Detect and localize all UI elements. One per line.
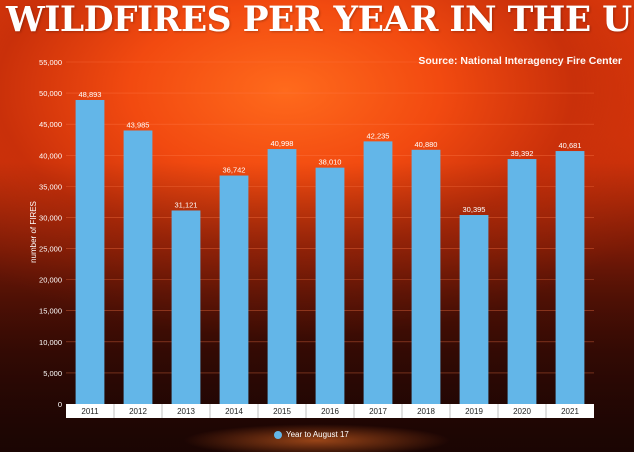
y-tick-label: 35,000 xyxy=(39,182,62,191)
x-tick-label-2019: 2019 xyxy=(465,407,483,416)
legend: Year to August 17 xyxy=(274,430,349,439)
value-label-2019: 30,395 xyxy=(463,205,486,214)
bar-2012 xyxy=(123,130,153,404)
bar-2014 xyxy=(219,175,249,404)
y-tick-label: 5,000 xyxy=(43,369,62,378)
y-tick-label: 20,000 xyxy=(39,276,62,285)
y-tick-label: 25,000 xyxy=(39,245,62,254)
bar-value-labels: 48,893 43,985 31,121 36,742 40,998 38,010 42,2… xyxy=(79,90,582,214)
bar-2021 xyxy=(555,151,585,404)
y-axis-label: number of FIRES xyxy=(29,201,38,263)
bar-2019 xyxy=(459,214,489,404)
x-tick-label-2018: 2018 xyxy=(417,407,435,416)
x-tick-label-2014: 2014 xyxy=(225,407,243,416)
bar-2017 xyxy=(363,141,393,404)
y-axis-ticks: 0 5,000 10,000 15,000 20,000 25,000 30,000 35,0… xyxy=(39,58,62,409)
x-tick-label-2016: 2016 xyxy=(321,407,339,416)
value-label-2014: 36,742 xyxy=(223,166,246,175)
y-tick-label: 10,000 xyxy=(39,338,62,347)
bar-2020 xyxy=(507,159,537,404)
x-tick-label-2017: 2017 xyxy=(369,407,387,416)
bar-2018 xyxy=(411,149,441,404)
x-tick-label-2012: 2012 xyxy=(129,407,147,416)
x-tick-label-2013: 2013 xyxy=(177,407,195,416)
y-tick-label: 40,000 xyxy=(39,151,62,160)
value-label-2017: 42,235 xyxy=(367,131,390,140)
bar-2013 xyxy=(171,210,201,404)
chart-title: WILDFIRES PER YEAR IN THE US xyxy=(6,0,634,40)
legend-label: Year to August 17 xyxy=(286,430,349,439)
value-label-2015: 40,998 xyxy=(271,139,294,148)
bar-2011 xyxy=(75,99,105,405)
value-label-2012: 43,985 xyxy=(127,120,150,129)
value-label-2011: 48,893 xyxy=(79,90,102,99)
bar-2016 xyxy=(315,167,345,404)
bar-2015 xyxy=(267,149,297,404)
value-label-2013: 31,121 xyxy=(175,200,198,209)
bars xyxy=(75,99,585,405)
x-tick-label-2020: 2020 xyxy=(513,407,531,416)
source-note: Source: National Interagency Fire Center xyxy=(418,55,622,67)
y-tick-label: 30,000 xyxy=(39,213,62,222)
legend-swatch xyxy=(274,430,282,439)
value-label-2016: 38,010 xyxy=(319,158,342,167)
value-label-2021: 40,681 xyxy=(559,141,582,150)
y-tick-label: 55,000 xyxy=(39,58,62,67)
x-axis-band: 2011 2012 2013 2014 2015 2016 2017 2018 2019 2020… xyxy=(66,404,594,418)
value-label-2018: 40,880 xyxy=(415,140,438,149)
x-tick-label-2011: 2011 xyxy=(81,407,99,416)
y-tick-label: 0 xyxy=(58,400,62,409)
y-tick-label: 50,000 xyxy=(39,89,62,98)
y-tick-label: 15,000 xyxy=(39,307,62,316)
y-tick-label: 45,000 xyxy=(39,120,62,129)
value-label-2020: 39,392 xyxy=(511,149,534,158)
x-tick-label-2015: 2015 xyxy=(273,407,291,416)
x-tick-label-2021: 2021 xyxy=(561,407,579,416)
x-axis-band-bg xyxy=(66,404,594,418)
